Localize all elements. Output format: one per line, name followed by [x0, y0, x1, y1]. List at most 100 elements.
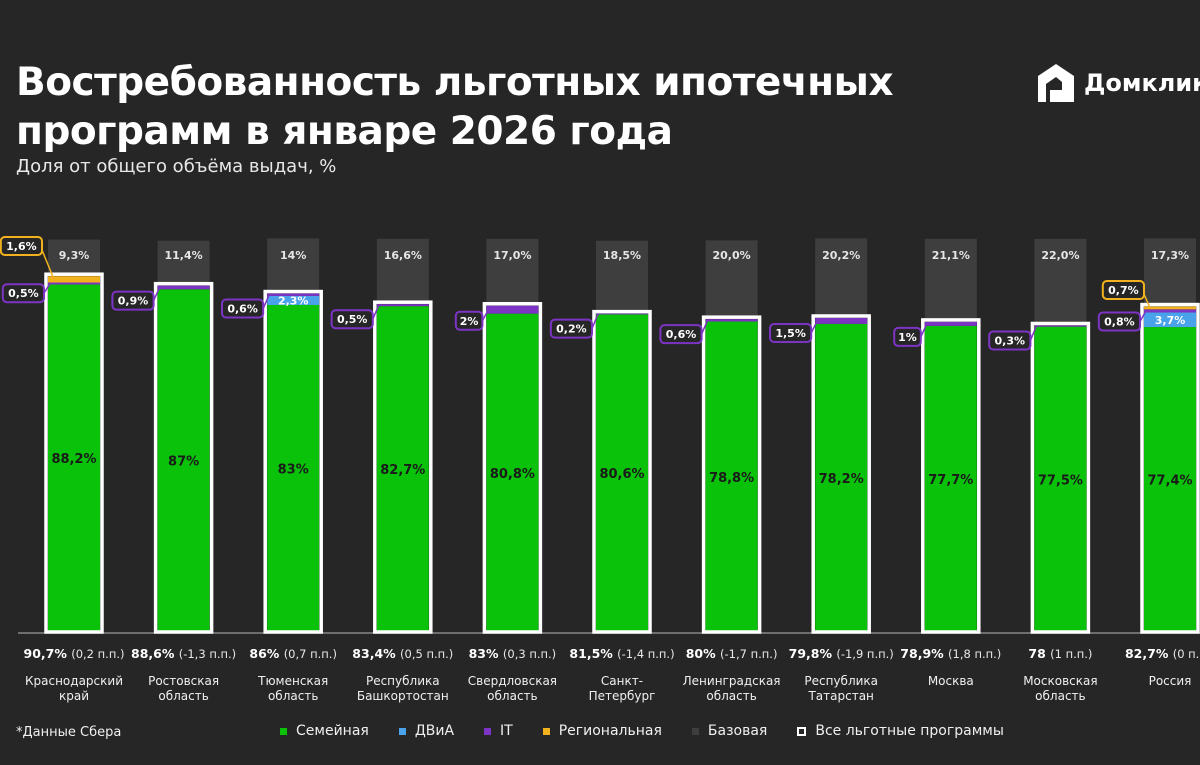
leader-it-2 — [262, 294, 270, 309]
label-base-3: 16,6% — [384, 249, 422, 262]
callout-it-0: 0,5% — [1, 283, 46, 304]
bar-family-4 — [486, 313, 539, 632]
bar-family-9 — [1034, 326, 1087, 632]
callout-regional-0-box — [0, 236, 43, 256]
legend-swatch-dvia — [398, 727, 406, 735]
bar-it-4 — [486, 305, 539, 314]
bar-family-0 — [48, 284, 100, 632]
legend-label-all-programs: Все льготные программы — [815, 723, 1004, 739]
label-total-1: 88,6% (-1,3 п.п.) — [131, 646, 236, 661]
callout-it-1-text: 0,9% — [118, 295, 149, 308]
bar-base-4 — [486, 238, 539, 306]
label-family-2: 83% — [278, 462, 309, 477]
bar-it-2 — [267, 293, 320, 296]
bar-base-10 — [1144, 238, 1196, 307]
bar-it-9 — [1034, 325, 1087, 327]
bar-base-2 — [267, 238, 320, 294]
category-label-6-0: Ленинградская — [683, 674, 781, 688]
legend-swatch-family — [280, 727, 287, 735]
bar-base-9 — [1034, 238, 1087, 326]
callout-it-10-text: 0,8% — [1104, 316, 1135, 329]
callout-it-3: 0,5% — [330, 309, 374, 330]
bar-family-1 — [157, 289, 210, 632]
callout-it-8: 1% — [893, 326, 922, 347]
label-total-3: 83,4% (0,5 п.п.) — [352, 646, 453, 661]
bar-base-1 — [157, 240, 210, 286]
label-family-0: 88,2% — [51, 452, 96, 467]
bar-base-0 — [48, 239, 100, 277]
callout-it-10: 0,8% — [1097, 311, 1142, 332]
category-label-10-0: Россия — [1149, 674, 1192, 688]
outline-all-programs-7 — [811, 314, 871, 634]
leader-it-8 — [920, 323, 928, 338]
bar-base-8 — [924, 238, 977, 322]
leader-it-7 — [810, 320, 818, 334]
chart-subtitle: Доля от общего объёма выдач, % — [16, 156, 337, 177]
bar-group-7: 20,2% 78,2% 79,8% (-1,9 п.п.) РеспубликаТат… — [789, 238, 894, 703]
bar-regional-0 — [48, 276, 100, 283]
label-base-10: 17,3% — [1151, 249, 1189, 262]
label-family-6: 78,8% — [709, 471, 754, 486]
callout-it-9-text: 0,3% — [995, 334, 1026, 347]
bar-family-5 — [596, 314, 648, 632]
house-logo-icon — [1038, 64, 1074, 102]
category-label-9-0: Московская — [1023, 674, 1097, 688]
label-family-10: 77,4% — [1147, 474, 1192, 489]
category-label-2-0: Тюменская — [257, 674, 328, 688]
label-total-7: 79,8% (-1,9 п.п.) — [789, 646, 894, 661]
bar-family-8 — [924, 325, 977, 632]
bar-it-7 — [815, 317, 868, 324]
bar-base-5 — [596, 240, 648, 314]
bar-base-7 — [815, 238, 868, 318]
leader-it-1 — [152, 287, 161, 301]
label-total-9: 78 (1 п.п.) — [1028, 646, 1092, 661]
callout-it-3-text: 0,5% — [337, 313, 368, 326]
label-base-4: 17,0% — [493, 249, 531, 262]
bar-family-3 — [376, 306, 429, 632]
bar-base-6 — [705, 240, 758, 320]
outline-all-programs-5 — [592, 309, 652, 634]
callout-regional-0: 1,6% — [0, 236, 43, 256]
bar-dvia-10 — [1144, 312, 1196, 328]
bar-it-1 — [157, 285, 210, 290]
leader-it-6 — [700, 320, 709, 335]
label-family-5: 80,6% — [599, 467, 644, 482]
bar-it-3 — [376, 304, 429, 307]
label-base-1: 11,4% — [165, 249, 203, 262]
footnote: *Данные Сбера — [16, 725, 122, 740]
label-family-7: 78,2% — [819, 472, 864, 487]
outline-all-programs-4 — [482, 302, 543, 634]
category-label-9-1: область — [1035, 689, 1085, 703]
callout-regional-10-box — [1101, 280, 1146, 300]
callout-it-7: 1,5% — [769, 322, 813, 343]
callout-it-1: 0,9% — [111, 290, 155, 311]
leader-it-0 — [43, 283, 51, 294]
bar-group-10: 17,3% 77,4% 3,7% 82,7% (0 п.п.) Россия — [1125, 238, 1200, 688]
category-label-3-0: Республика — [366, 674, 440, 688]
bar-it-6 — [705, 319, 758, 322]
label-total-8: 78,9% (1,8 п.п.) — [900, 646, 1001, 661]
bar-family-10 — [1144, 327, 1196, 632]
legend: Семейная ДВиА IT Региональная Базовая Вс… — [280, 723, 1034, 739]
legend-label-it: IT — [500, 723, 513, 739]
outline-all-programs-8 — [921, 318, 981, 634]
outline-all-programs-2 — [263, 289, 323, 634]
category-label-0-0: Краснодарский — [25, 674, 123, 688]
bar-it-5 — [596, 313, 648, 315]
callout-it-0-text: 0,5% — [8, 287, 39, 300]
leader-it-4 — [481, 309, 490, 322]
bar-group-6: 20,0% 78,8% 80% (-1,7 п.п.) Ленинградскаяоб… — [683, 240, 781, 703]
bar-group-0: 9,3% 88,2% 90,7% (0,2 п.п.) Краснодарскийкр… — [24, 239, 125, 703]
bar-regional-10 — [1144, 306, 1196, 310]
domclick-logo: Домклик — [1036, 62, 1200, 104]
category-label-7-1: Татарстан — [807, 689, 873, 703]
label-total-5: 81,5% (-1,4 п.п.) — [569, 646, 674, 661]
leader-it-5 — [591, 313, 599, 329]
label-family-3: 82,7% — [380, 463, 425, 478]
legend-item-base: Базовая — [691, 723, 767, 739]
callout-it-5: 0,2% — [549, 318, 593, 339]
category-label-8-0: Москва — [928, 674, 974, 688]
